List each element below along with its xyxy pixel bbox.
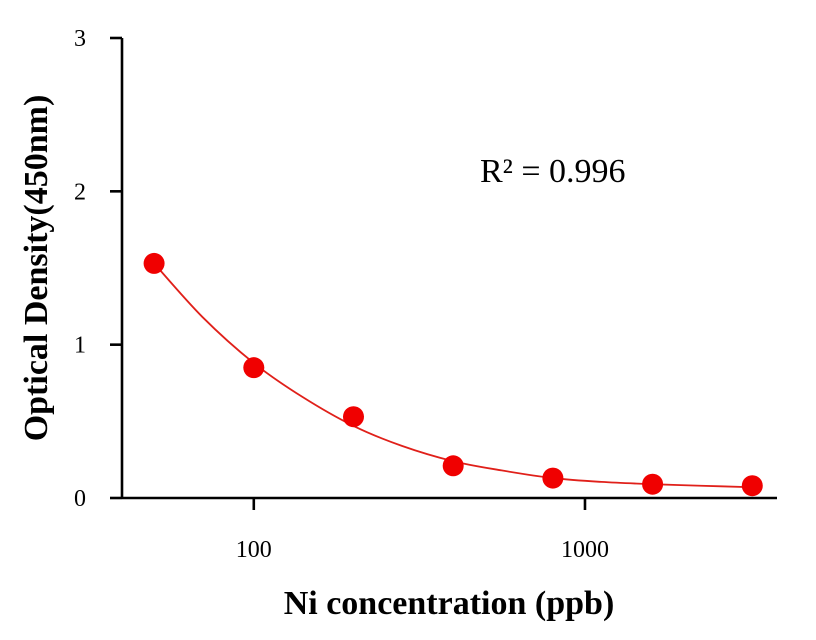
y-tick-label: 2: [74, 179, 86, 205]
r-squared-annotation: R² = 0.996: [480, 153, 626, 190]
data-point: [741, 475, 763, 497]
data-point: [442, 455, 464, 477]
data-point: [243, 357, 265, 379]
y-tick-label: 0: [74, 486, 86, 512]
axes: [120, 38, 777, 500]
x-axis-title: Ni concentration (ppb): [284, 585, 615, 622]
data-point: [342, 406, 364, 428]
y-tick-label: 3: [74, 26, 86, 52]
data-point: [143, 252, 165, 274]
data-points: [143, 252, 763, 497]
data-point: [542, 467, 564, 489]
ticks: 0 1 2 3 100 1000: [74, 26, 609, 563]
y-axis-title: Optical Density(450nm): [18, 95, 55, 442]
y-tick-label: 1: [74, 333, 86, 359]
x-tick-label: 1000: [561, 537, 609, 563]
fit-curve: [153, 262, 753, 489]
data-point: [642, 473, 664, 495]
x-tick-label: 100: [236, 537, 272, 563]
